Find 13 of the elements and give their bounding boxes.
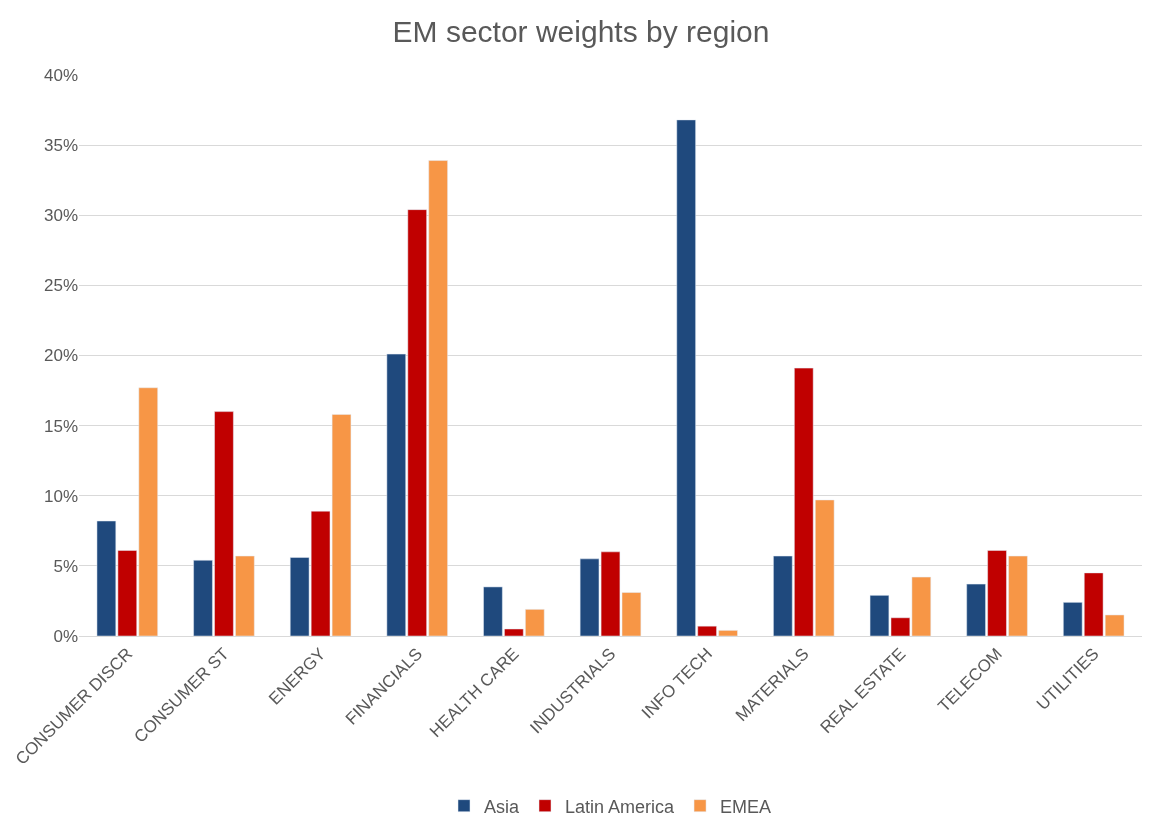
y-tick-label: 0% xyxy=(53,626,78,646)
legend-label: EMEA xyxy=(720,796,772,817)
legend-label: Asia xyxy=(484,796,520,817)
y-tick-label: 20% xyxy=(43,346,78,366)
legend-label: Latin America xyxy=(565,796,676,817)
y-tick-label: 35% xyxy=(43,136,78,156)
y-tick-label: 25% xyxy=(43,276,78,296)
chart-title: EM sector weights by region xyxy=(392,14,770,48)
y-tick-label: 30% xyxy=(43,206,78,226)
y-tick-label: 40% xyxy=(43,65,78,85)
y-tick-label: 10% xyxy=(43,486,78,506)
y-tick-label: 15% xyxy=(43,416,78,436)
y-tick-label: 5% xyxy=(53,556,78,576)
